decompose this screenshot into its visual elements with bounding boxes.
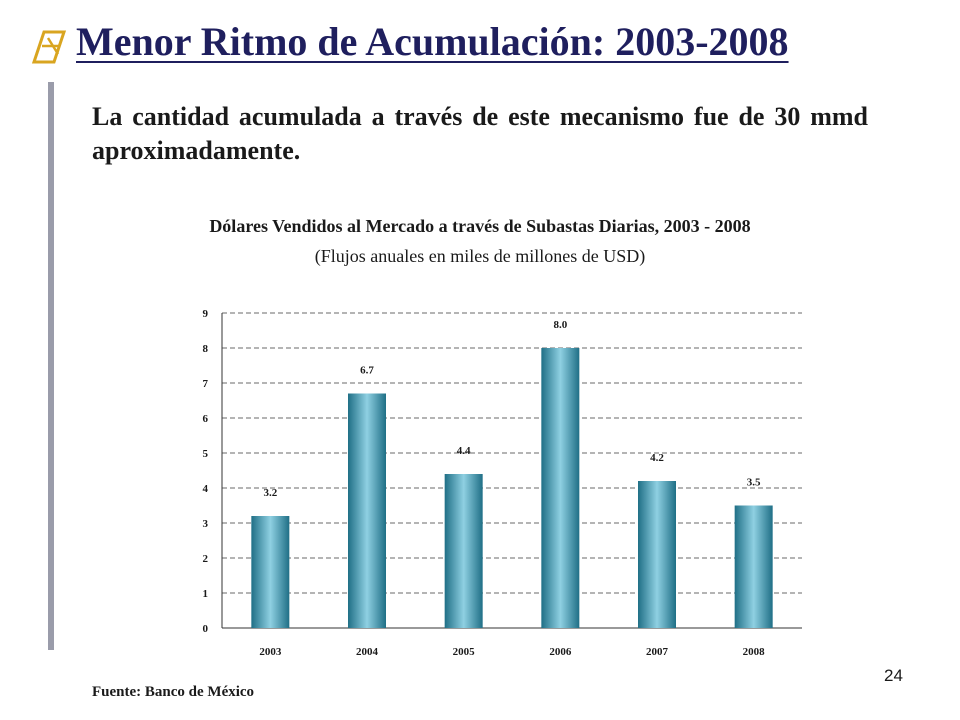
side-accent-bar bbox=[48, 82, 54, 650]
y-tick-label: 7 bbox=[203, 378, 209, 390]
x-tick-label: 2005 bbox=[453, 646, 476, 658]
bar bbox=[251, 516, 290, 628]
intro-text: La cantidad acumulada a través de este m… bbox=[92, 102, 868, 165]
bar bbox=[638, 481, 676, 628]
x-tick-label: 2006 bbox=[549, 646, 572, 658]
y-tick-label: 2 bbox=[203, 553, 209, 565]
slide-title: Menor Ritmo de Acumulación: 2003-2008 bbox=[76, 19, 789, 64]
data-label: 3.5 bbox=[747, 477, 761, 489]
labels: 0 1 2 3 4 5 6 7 8 9 3.2 2003 6.7 2004 4.4 2005 8.0 2006 4.… bbox=[203, 308, 766, 658]
x-tick-label: 2008 bbox=[743, 646, 766, 658]
page-number: 24 bbox=[884, 666, 903, 685]
data-label: 6.7 bbox=[360, 365, 374, 377]
bar bbox=[444, 474, 483, 628]
dollar-bullet-icon bbox=[31, 30, 67, 64]
data-label: 8.0 bbox=[553, 319, 567, 331]
y-tick-label: 9 bbox=[203, 308, 209, 320]
y-tick-label: 5 bbox=[203, 448, 209, 460]
bars bbox=[251, 348, 773, 628]
x-tick-label: 2007 bbox=[646, 646, 669, 658]
data-label: 4.2 bbox=[650, 452, 664, 464]
y-tick-label: 4 bbox=[203, 483, 209, 495]
y-tick-label: 3 bbox=[203, 518, 209, 530]
y-tick-label: 6 bbox=[203, 413, 209, 425]
bar bbox=[348, 393, 386, 628]
y-tick-label: 1 bbox=[203, 588, 209, 600]
chart-subtitle: (Flujos anuales en miles de millones de … bbox=[314, 246, 646, 266]
data-label: 3.2 bbox=[263, 487, 277, 499]
y-tick-label: 8 bbox=[203, 343, 209, 355]
data-label: 4.4 bbox=[457, 445, 471, 457]
x-tick-label: 2004 bbox=[356, 646, 379, 658]
bar bbox=[541, 348, 580, 628]
bar bbox=[734, 505, 773, 628]
y-tick-label: 0 bbox=[203, 623, 209, 635]
chart-title: Dólares Vendidos al Mercado a través de … bbox=[209, 216, 751, 236]
grid-lines bbox=[222, 312, 802, 594]
axes bbox=[221, 313, 802, 629]
x-tick-label: 2003 bbox=[259, 646, 282, 658]
source-note: Fuente: Banco de México bbox=[92, 684, 255, 700]
